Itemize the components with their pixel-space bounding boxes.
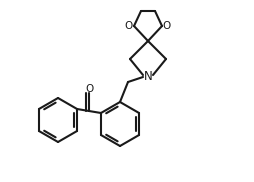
Text: O: O xyxy=(124,21,133,31)
Text: O: O xyxy=(162,21,170,31)
Text: N: N xyxy=(143,70,152,84)
Text: O: O xyxy=(86,84,94,94)
